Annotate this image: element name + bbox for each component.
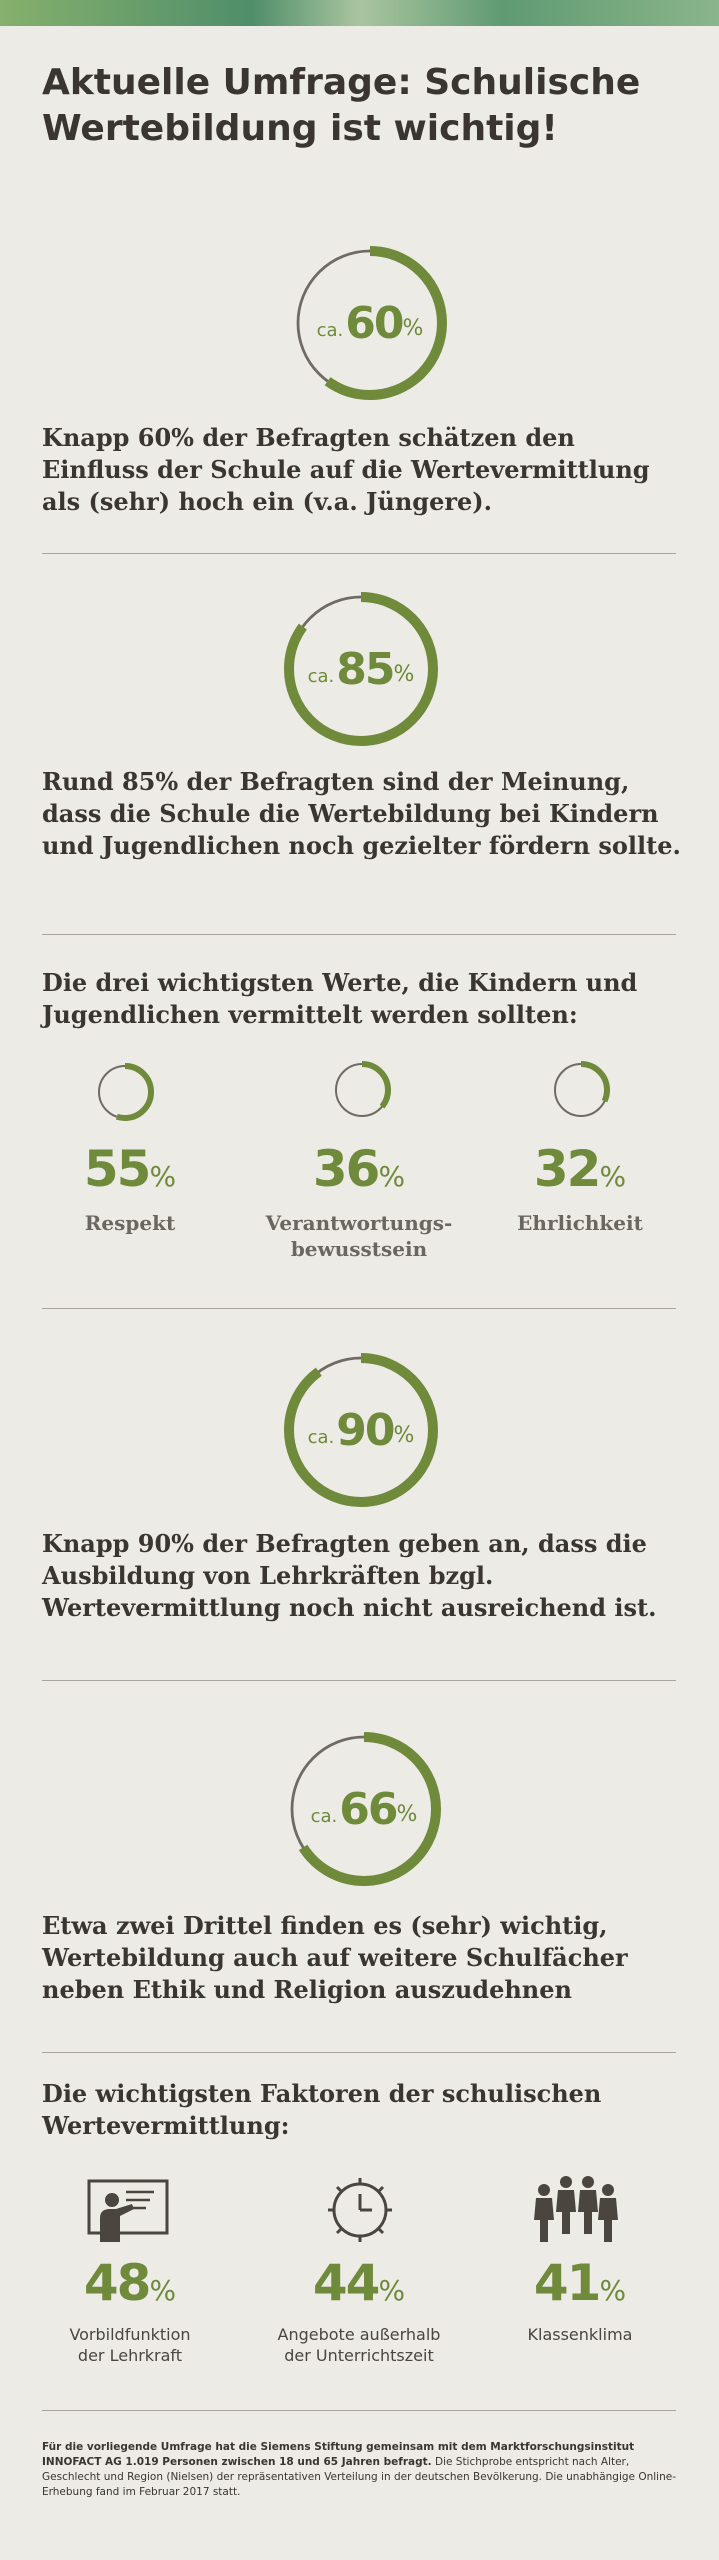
factor-item-klassenklima: 41% Klassenklima [480, 2254, 680, 2345]
divider [42, 553, 676, 554]
factor-label: Vorbildfunktion der Lehrkraft [69, 2325, 191, 2365]
value-percent: 36% [312, 1140, 406, 1198]
factor-percent: 48% [83, 2254, 177, 2312]
value-item-ehrlichkeit: 32% Ehrlichkeit [480, 1140, 680, 1236]
divider [42, 1308, 676, 1309]
footnote-rest: Die Stichprobe entspricht nach Alter, Ge… [42, 2456, 677, 2498]
factor-label: Angebote außerhalb der Unterrichtszeit [277, 2325, 441, 2365]
stat-ring-label: ca. 66% [310, 1783, 418, 1835]
stat-ring-66: ca. 66% [286, 1731, 442, 1887]
value-item-respekt: 55% Respekt [30, 1140, 230, 1236]
divider [42, 934, 676, 935]
stat-ring-90: ca. 90% [283, 1352, 439, 1508]
value-percent: 32% [533, 1140, 627, 1198]
factor-label: Klassenklima [527, 2325, 633, 2344]
progress-ring-svg [333, 1061, 391, 1119]
ring-fill [287, 1732, 441, 1886]
footnote: Für die vorliegende Umfrage hat die Siem… [42, 2440, 678, 2500]
value-label: Ehrlichkeit [517, 1211, 643, 1235]
values-heading: Die drei wichtigsten Werte, die Kindern … [42, 968, 638, 1029]
teacher-board-icon [87, 2179, 169, 2242]
stat-ring-60: ca. 60% [292, 245, 448, 401]
progress-ring-svg [293, 246, 447, 400]
top-color-bar [0, 0, 719, 26]
progress-ring-svg [96, 1063, 154, 1121]
footnote-bold: Für die vorliegende Umfrage hat die Siem… [42, 2441, 635, 2468]
divider [42, 2052, 676, 2053]
divider [42, 2410, 676, 2411]
stat-statement-66: Etwa zwei Drittel finden es (sehr) wicht… [42, 1911, 628, 2004]
ring-fill [552, 1061, 610, 1119]
divider [42, 1680, 676, 1681]
stat-ring-85: ca. 85% [283, 591, 439, 747]
stat-statement-85: Rund 85% der Befragten sind der Meinung,… [42, 767, 681, 860]
progress-ring-svg [287, 1732, 441, 1886]
value-label: Verantwortungs- bewusstsein [265, 1211, 453, 1261]
ring-fill [284, 1353, 438, 1507]
value-item-verantwortung: 36% Verantwortungs- bewusstsein [259, 1140, 459, 1262]
stat-ring-label: ca. 85% [307, 643, 415, 695]
value-percent: 55% [83, 1140, 177, 1198]
stat-statement-60: Knapp 60% der Befragten schätzen den Ein… [42, 423, 650, 516]
factor-percent: 44% [312, 2254, 406, 2312]
factor-percent: 41% [533, 2254, 627, 2312]
progress-ring-svg [284, 1353, 438, 1507]
factors-heading: Die wichtigsten Faktoren der schulischen… [42, 2079, 602, 2140]
clock-icon [328, 2178, 392, 2242]
ring-fill [333, 1061, 391, 1119]
value-ring-ehrlichkeit [551, 1060, 611, 1120]
progress-ring-svg [552, 1061, 610, 1119]
ring-fill [284, 592, 438, 746]
ring-fill [293, 246, 447, 400]
page-title: Aktuelle Umfrage: Schulische Wertebildun… [42, 62, 641, 149]
ring-fill [96, 1063, 154, 1121]
stat-ring-label: ca. 90% [307, 1404, 415, 1456]
progress-ring-svg [284, 592, 438, 746]
value-ring-respekt [95, 1062, 155, 1122]
factor-item-angebote: 44% Angebote außerhalb der Unterrichtsze… [259, 2254, 459, 2366]
stat-statement-90: Knapp 90% der Befragten geben an, dass d… [42, 1529, 657, 1622]
factor-item-lehrkraft: 48% Vorbildfunktion der Lehrkraft [30, 2254, 230, 2366]
value-label: Respekt [84, 1211, 176, 1235]
stat-ring-label: ca. 60% [316, 297, 424, 349]
value-ring-verantwortung [332, 1060, 392, 1120]
group-people-icon [534, 2176, 618, 2242]
